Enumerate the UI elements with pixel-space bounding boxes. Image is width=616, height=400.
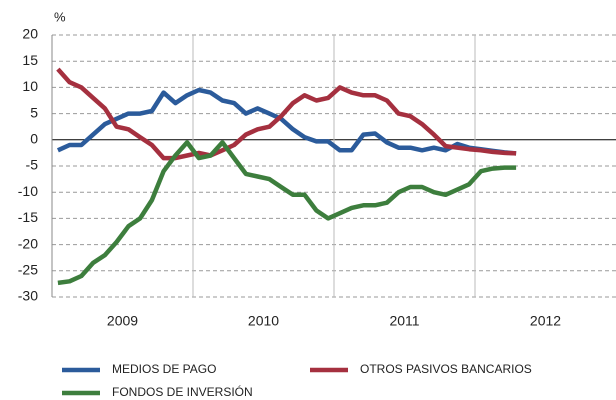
x-tick-label: 2011	[389, 313, 419, 329]
legend-label: FONDOS DE INVERSIÓN	[112, 384, 253, 399]
y-tick-label: -20	[18, 235, 38, 251]
y-tick-label: 15	[22, 52, 38, 68]
line-series	[57, 140, 517, 286]
y-tick-label: -10	[18, 183, 38, 199]
line-series	[56, 67, 517, 161]
y-tick-label: 5	[30, 104, 38, 120]
x-tick-label: 2009	[107, 313, 138, 329]
y-tick-label: -5	[26, 157, 39, 173]
legend-label: MEDIOS DE PAGO	[112, 362, 216, 376]
line-series	[56, 87, 517, 156]
y-tick-label: 0	[30, 131, 38, 147]
y-unit: %	[54, 9, 66, 24]
y-tick-label: 10	[22, 78, 38, 94]
legend-label: OTROS PASIVOS BANCARIOS	[360, 362, 532, 376]
y-tick-label: 20	[22, 26, 38, 42]
y-tick-label: -15	[18, 209, 38, 225]
y-tick-label: -30	[18, 288, 38, 304]
x-tick-label: 2012	[530, 313, 561, 329]
x-tick-label: 2010	[248, 313, 279, 329]
y-tick-label: -25	[18, 262, 38, 278]
